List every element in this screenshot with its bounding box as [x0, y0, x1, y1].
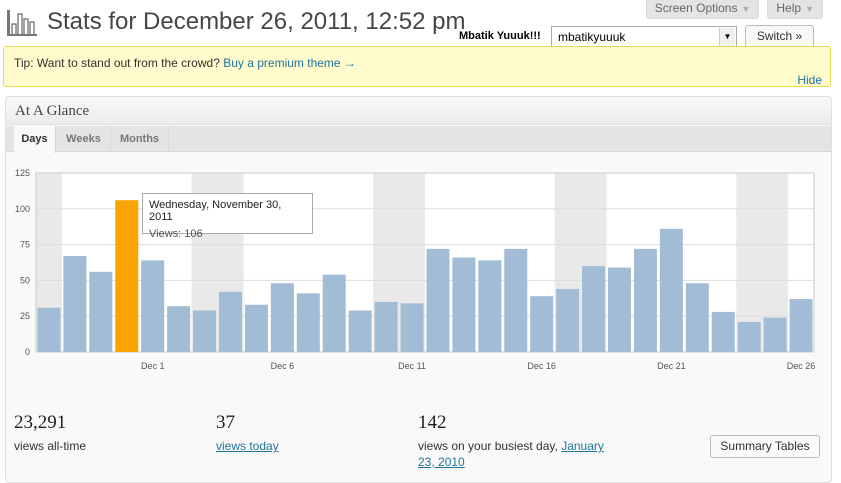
bar-nov-28 [63, 256, 87, 352]
bar-dec-2 [167, 306, 191, 352]
stat-today: 37 views today [216, 412, 279, 454]
bar-dec-26 [789, 299, 813, 352]
bar-dec-6 [270, 283, 294, 352]
x-tick-label: Dec 16 [527, 361, 556, 371]
bar-nov-27 [37, 307, 61, 352]
bar-dec-16 [530, 296, 554, 352]
x-tick-label: Dec 26 [787, 361, 816, 371]
chart-tooltip: Wednesday, November 30, 2011 Views: 106 [142, 193, 313, 240]
x-tick-label: Dec 6 [271, 361, 295, 371]
chevron-down-icon: ▼ [741, 4, 751, 14]
bar-nov-29 [89, 271, 113, 352]
tip-banner: Tip: Want to stand out from the crowd? B… [3, 46, 831, 87]
views-today-link[interactable]: views today [216, 439, 279, 453]
bar-dec-19 [608, 267, 631, 352]
screen-options-tab[interactable]: Screen Options ▼ [645, 0, 760, 19]
stat-busiest: 142 views on your busiest day, January 2… [418, 412, 618, 470]
hide-tip-link[interactable]: Hide [797, 73, 822, 87]
all-time-value: 23,291 [14, 412, 67, 433]
y-tick-label: 25 [20, 311, 30, 321]
busiest-label: views on your busiest day, January 23, 2… [418, 438, 618, 470]
today-value: 37 [216, 412, 235, 433]
switch-button[interactable]: Switch » [745, 25, 814, 48]
bar-dec-9 [348, 310, 372, 352]
bar-dec-4 [219, 291, 242, 352]
bar-dec-22 [685, 283, 709, 352]
summary-tables-button[interactable]: Summary Tables [710, 435, 820, 458]
help-label: Help [776, 1, 802, 15]
tab-months[interactable]: Months [111, 126, 169, 152]
blog-select[interactable]: mbatikyuuuk ▼ [551, 26, 737, 48]
bar-dec-20 [633, 248, 657, 352]
x-tick-label: Dec 11 [398, 361, 426, 371]
y-tick-label: 75 [20, 240, 30, 250]
busiest-value: 142 [418, 412, 447, 433]
dropdown-arrow-icon[interactable]: ▼ [719, 28, 735, 46]
screen-options-label: Screen Options [654, 1, 738, 15]
tooltip-date: Wednesday, November 30, 2011 [149, 199, 282, 223]
y-tick-label: 100 [15, 204, 30, 214]
page-title: Stats for December 26, 2011, 12:52 pm [47, 8, 466, 35]
bar-dec-11 [400, 303, 424, 352]
all-time-label: views all-time [14, 439, 87, 453]
y-tick-label: 0 [25, 347, 30, 357]
bar-dec-13 [452, 257, 476, 352]
busiest-label-text: views on your busiest day, [418, 439, 558, 453]
bar-dec-10 [374, 301, 398, 352]
bar-dec-1 [141, 260, 165, 352]
premium-theme-link[interactable]: Buy a premium theme → [223, 56, 356, 70]
bar-dec-14 [478, 260, 502, 352]
y-tick-label: 50 [20, 275, 30, 285]
tab-weeks[interactable]: Weeks [57, 126, 111, 152]
tooltip-views: Views: 106 [149, 228, 203, 240]
help-tab[interactable]: Help ▼ [767, 0, 823, 19]
period-tabs: Days Weeks Months [6, 126, 831, 153]
bar-dec-23 [711, 311, 735, 352]
bar-dec-24 [737, 321, 761, 352]
tip-prefix: Tip: Want to stand out from the crowd? [14, 56, 220, 70]
panel-header [6, 97, 831, 125]
bar-dec-7 [296, 293, 320, 352]
bar-dec-18 [582, 266, 606, 352]
y-tick-label: 125 [15, 168, 30, 178]
x-tick-label: Dec 21 [657, 361, 686, 371]
views-bar-chart: 0 25 50 75 100 125 Dec 1 Dec 6 Dec 11 Dec 16 Dec 2… [15, 168, 816, 371]
bar-dec-25 [763, 317, 787, 352]
panel-title: At A Glance [15, 103, 90, 119]
bar-dec-15 [504, 248, 528, 352]
plot-border [35, 172, 815, 353]
bar-nov-30 [115, 200, 139, 352]
bar-dec-8 [322, 274, 346, 352]
stat-all-time: 23,291 views all-time [14, 412, 86, 454]
tip-text: Tip: Want to stand out from the crowd? B… [14, 56, 356, 70]
chevron-down-icon: ▼ [805, 4, 814, 14]
blog-name: Mbatik Yuuuk!!! [459, 30, 541, 42]
bar-dec-12 [426, 248, 450, 352]
x-tick-label: Dec 1 [141, 361, 165, 371]
screen-meta-links: Screen Options ▼ Help ▼ [645, 0, 823, 19]
bar-dec-17 [556, 288, 580, 352]
busiest-date-link[interactable]: January 23, 2010 [418, 439, 604, 469]
tab-days[interactable]: Days [14, 126, 56, 153]
bar-dec-3 [193, 310, 217, 352]
bar-chart-icon [7, 10, 37, 36]
bar-dec-5 [244, 304, 268, 352]
bar-dec-21 [659, 228, 683, 352]
blog-select-value: mbatikyuuuk [558, 30, 626, 44]
